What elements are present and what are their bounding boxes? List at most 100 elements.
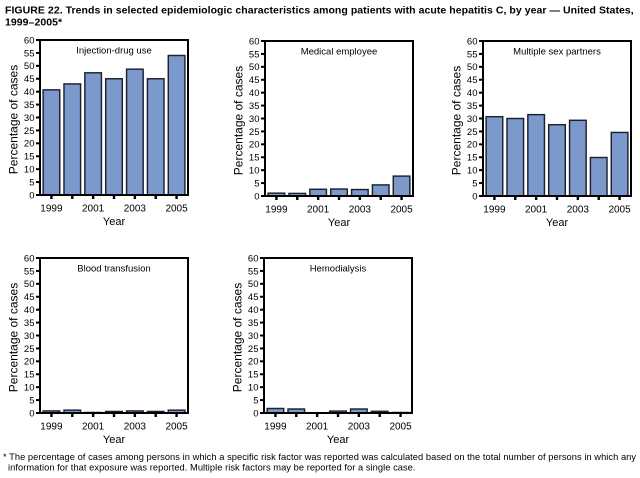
svg-text:Year: Year [546, 217, 569, 229]
svg-text:2001: 2001 [307, 205, 330, 216]
svg-text:20: 20 [248, 357, 259, 368]
svg-text:2005: 2005 [165, 204, 188, 215]
svg-text:60: 60 [248, 253, 259, 264]
svg-text:45: 45 [248, 292, 259, 303]
svg-text:50: 50 [467, 62, 478, 73]
svg-text:60: 60 [24, 253, 35, 264]
svg-text:35: 35 [248, 318, 259, 329]
svg-text:2003: 2003 [349, 205, 372, 216]
svg-text:10: 10 [24, 165, 35, 176]
svg-text:5: 5 [29, 395, 34, 406]
svg-text:5: 5 [253, 395, 258, 406]
svg-text:2001: 2001 [82, 204, 105, 215]
svg-text:50: 50 [248, 279, 259, 290]
svg-text:2001: 2001 [525, 205, 548, 216]
svg-text:Percentage of cases: Percentage of cases [7, 283, 21, 392]
svg-text:25: 25 [24, 126, 35, 137]
svg-text:35: 35 [24, 318, 35, 329]
svg-text:35: 35 [24, 100, 35, 111]
svg-text:1999: 1999 [264, 422, 287, 433]
svg-text:Percentage of cases: Percentage of cases [232, 66, 246, 175]
svg-text:1999: 1999 [483, 205, 506, 216]
svg-text:25: 25 [248, 344, 259, 355]
svg-text:Medical employee: Medical employee [301, 47, 378, 58]
svg-text:2001: 2001 [306, 422, 329, 433]
svg-text:15: 15 [24, 152, 35, 163]
svg-text:55: 55 [24, 266, 35, 277]
svg-text:information for that exposure: information for that exposure was report… [8, 463, 416, 473]
svg-text:2005: 2005 [608, 205, 631, 216]
svg-text:1999: 1999 [40, 204, 63, 215]
svg-text:Year: Year [103, 434, 126, 446]
svg-text:20: 20 [249, 140, 260, 151]
svg-text:40: 40 [24, 87, 35, 98]
svg-text:30: 30 [467, 114, 478, 125]
svg-text:Percentage of cases: Percentage of cases [450, 66, 464, 175]
svg-text:Year: Year [327, 434, 350, 446]
svg-text:25: 25 [249, 127, 260, 138]
svg-text:40: 40 [24, 305, 35, 316]
svg-text:50: 50 [249, 62, 260, 73]
svg-text:10: 10 [248, 383, 259, 394]
svg-text:2003: 2003 [567, 205, 590, 216]
svg-text:10: 10 [24, 383, 35, 394]
svg-text:15: 15 [24, 370, 35, 381]
svg-text:2003: 2003 [348, 422, 371, 433]
svg-text:FIGURE 22. Trends in selected: FIGURE 22. Trends in selected epidemiolo… [5, 5, 634, 17]
svg-text:0: 0 [254, 191, 259, 202]
svg-text:40: 40 [467, 88, 478, 99]
svg-text:50: 50 [24, 61, 35, 72]
svg-text:55: 55 [467, 49, 478, 60]
svg-text:30: 30 [248, 331, 259, 342]
svg-text:10: 10 [249, 166, 260, 177]
svg-text:30: 30 [249, 114, 260, 125]
svg-text:2005: 2005 [165, 422, 188, 433]
svg-text:15: 15 [248, 370, 259, 381]
svg-text:30: 30 [24, 331, 35, 342]
svg-text:0: 0 [29, 408, 34, 419]
svg-text:40: 40 [248, 305, 259, 316]
svg-text:1999–2005*: 1999–2005* [5, 16, 63, 28]
svg-text:1999: 1999 [40, 422, 63, 433]
svg-text:5: 5 [472, 178, 477, 189]
svg-text:0: 0 [472, 191, 477, 202]
svg-text:2003: 2003 [124, 422, 147, 433]
svg-text:55: 55 [249, 49, 260, 60]
svg-text:35: 35 [249, 101, 260, 112]
svg-text:45: 45 [249, 75, 260, 86]
svg-text:60: 60 [249, 36, 260, 47]
svg-text:55: 55 [248, 266, 259, 277]
svg-text:0: 0 [253, 408, 258, 419]
svg-text:60: 60 [24, 35, 35, 46]
svg-text:Year: Year [328, 217, 351, 229]
svg-text:45: 45 [467, 75, 478, 86]
svg-text:5: 5 [29, 177, 34, 188]
svg-text:45: 45 [24, 292, 35, 303]
svg-text:15: 15 [249, 153, 260, 164]
svg-text:30: 30 [24, 113, 35, 124]
svg-text:Year: Year [103, 216, 126, 228]
svg-text:20: 20 [24, 139, 35, 150]
svg-text:60: 60 [467, 36, 478, 47]
svg-text:15: 15 [467, 153, 478, 164]
svg-text:Multiple sex partners: Multiple sex partners [513, 47, 601, 58]
svg-text:0: 0 [29, 190, 34, 201]
svg-text:Blood transfusion: Blood transfusion [77, 264, 150, 275]
svg-text:2003: 2003 [124, 204, 147, 215]
svg-text:45: 45 [24, 74, 35, 85]
svg-text:40: 40 [249, 88, 260, 99]
svg-text:Percentage of cases: Percentage of cases [7, 65, 21, 174]
svg-text:20: 20 [467, 140, 478, 151]
svg-text:Hemodialysis: Hemodialysis [310, 264, 367, 275]
svg-text:2005: 2005 [390, 205, 413, 216]
svg-text:55: 55 [24, 48, 35, 59]
svg-text:50: 50 [24, 279, 35, 290]
svg-text:25: 25 [467, 127, 478, 138]
svg-text:2005: 2005 [389, 422, 412, 433]
svg-text:Percentage of cases: Percentage of cases [231, 283, 245, 392]
svg-text:1999: 1999 [265, 205, 288, 216]
svg-text:5: 5 [254, 178, 259, 189]
svg-text:2001: 2001 [82, 422, 105, 433]
svg-text:20: 20 [24, 357, 35, 368]
svg-text:10: 10 [467, 166, 478, 177]
